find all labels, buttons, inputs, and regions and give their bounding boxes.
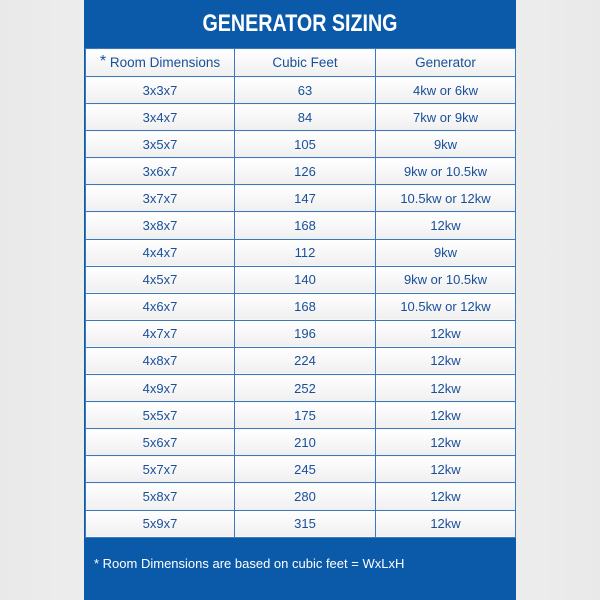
room-dimensions-cell: 4x9x7 (85, 374, 235, 403)
table-row: 4x6x7 168 10.5kw or 12kw (85, 292, 516, 321)
cubic-feet-cell: 126 (234, 157, 376, 186)
page-title: GENERATOR SIZING (202, 10, 398, 37)
generator-cell: 12kw (375, 374, 516, 403)
generator-cell: 9kw or 10.5kw (375, 265, 516, 294)
generator-cell: 4kw or 6kw (375, 75, 516, 105)
header-room-label: Room Dimensions (109, 55, 221, 70)
cubic-feet-cell: 252 (234, 374, 376, 403)
cubic-feet-cell: 63 (234, 75, 376, 105)
generator-cell: 12kw (375, 319, 516, 348)
room-dimensions-cell: 5x9x7 (85, 509, 235, 538)
cubic-feet-cell: 175 (234, 401, 376, 430)
generator-cell: 9kw (375, 238, 516, 267)
room-dimensions-cell: 3x6x7 (85, 157, 235, 186)
cubic-feet-cell: 196 (234, 319, 376, 348)
room-dimensions-cell: 4x6x7 (85, 292, 235, 321)
cubic-feet-cell: 105 (234, 130, 376, 159)
table-row: 3x7x7 147 10.5kw or 12kw (85, 184, 516, 213)
generator-cell: 10.5kw or 12kw (375, 292, 516, 321)
room-dimensions-cell: 3x5x7 (85, 130, 235, 159)
table-row: 5x9x7 315 12kw (85, 509, 516, 538)
generator-cell: 12kw (375, 346, 516, 376)
table-row: 3x8x7 168 12kw (85, 211, 516, 240)
cubic-feet-cell: 224 (234, 346, 376, 376)
cubic-feet-cell: 140 (234, 265, 376, 294)
cubic-feet-cell: 245 (234, 455, 376, 484)
generator-cell: 12kw (375, 211, 516, 240)
room-dimensions-cell: 3x8x7 (85, 211, 235, 240)
table-row: 4x4x7 112 9kw (85, 238, 516, 267)
table-row: 5x5x7 175 12kw (85, 401, 516, 430)
table-row: 5x7x7 245 12kw (85, 455, 516, 484)
room-dimensions-cell: 3x4x7 (85, 103, 235, 132)
table-row: 4x7x7 196 12kw (85, 319, 516, 348)
generator-cell: 12kw (375, 509, 516, 538)
cubic-feet-cell: 112 (234, 238, 376, 267)
room-dimensions-cell: 5x5x7 (85, 401, 235, 430)
asterisk-marker: * (99, 53, 107, 70)
generator-cell: 12kw (375, 401, 516, 430)
generator-cell: 10.5kw or 12kw (375, 184, 516, 213)
cubic-feet-cell: 210 (234, 428, 376, 457)
cubic-feet-cell: 315 (234, 509, 376, 538)
generator-cell: 12kw (375, 455, 516, 484)
table-row: 3x3x7 63 4kw or 6kw (85, 75, 516, 105)
table-row: 4x8x7 224 12kw (85, 346, 516, 376)
generator-cell: 7kw or 9kw (375, 103, 516, 132)
room-dimensions-cell: 4x7x7 (85, 319, 235, 348)
room-dimensions-cell: 3x7x7 (85, 184, 235, 213)
generator-cell: 9kw (375, 130, 516, 159)
table-row: 3x4x7 84 7kw or 9kw (85, 103, 516, 132)
room-dimensions-cell: 4x5x7 (85, 265, 235, 294)
cubic-feet-cell: 280 (234, 482, 376, 511)
room-dimensions-cell: 4x4x7 (85, 238, 235, 267)
table-row: 4x5x7 140 9kw or 10.5kw (85, 265, 516, 294)
generator-cell: 12kw (375, 428, 516, 457)
room-dimensions-cell: 4x8x7 (85, 346, 235, 376)
room-dimensions-cell: 5x7x7 (85, 455, 235, 484)
sizing-panel: GENERATOR SIZING * Room Dimensions Cubic… (84, 0, 516, 600)
header-room-dimensions: * Room Dimensions (85, 48, 235, 77)
room-dimensions-cell: 5x6x7 (85, 428, 235, 457)
cubic-feet-cell: 168 (234, 211, 376, 240)
cubic-feet-cell: 84 (234, 103, 376, 132)
cubic-feet-cell: 147 (234, 184, 376, 213)
table-row: 3x6x7 126 9kw or 10.5kw (85, 157, 516, 186)
header-generator: Generator (375, 48, 516, 77)
table-row: 5x6x7 210 12kw (85, 428, 516, 457)
table-header-row: * Room Dimensions Cubic Feet Generator (85, 48, 516, 77)
generator-cell: 9kw or 10.5kw (375, 157, 516, 186)
table-row: 3x5x7 105 9kw (85, 130, 516, 159)
table-row: 4x9x7 252 12kw (85, 374, 516, 403)
table-row: 5x8x7 280 12kw (85, 482, 516, 511)
generator-cell: 12kw (375, 482, 516, 511)
room-dimensions-cell: 5x8x7 (85, 482, 235, 511)
header-cubic-feet: Cubic Feet (234, 48, 376, 77)
footnote: * Room Dimensions are based on cubic fee… (94, 556, 405, 571)
cubic-feet-cell: 168 (234, 292, 376, 321)
room-dimensions-cell: 3x3x7 (85, 75, 235, 105)
sizing-table: * Room Dimensions Cubic Feet Generator 3… (85, 48, 516, 538)
